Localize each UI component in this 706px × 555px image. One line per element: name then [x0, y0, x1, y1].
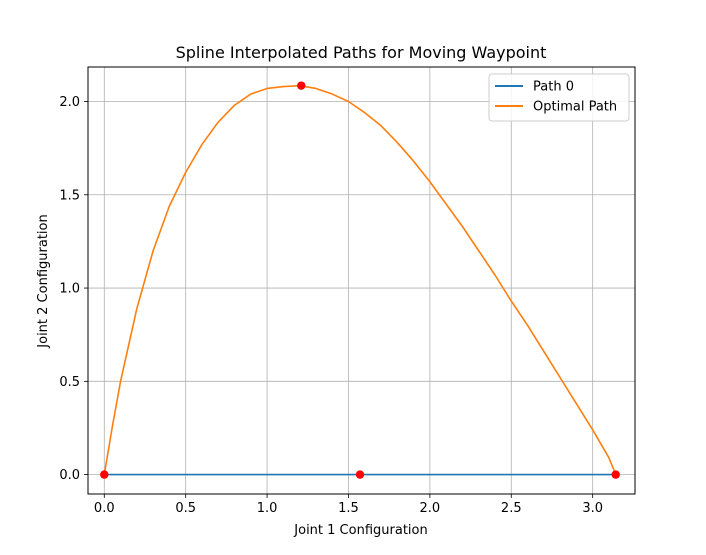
- x-tick-label: 2.0: [420, 501, 441, 516]
- y-tick-label: 0.5: [59, 375, 80, 390]
- x-axis-ticks: 0.0 0.5 1.0 1.5 2.0 2.5 3.0: [94, 494, 603, 516]
- y-tick-label: 1.5: [59, 188, 80, 203]
- y-axis-label: Joint 2 Configuration: [36, 214, 51, 348]
- waypoint-marker: [297, 81, 306, 90]
- series-line-optimal-path: [103, 84, 617, 475]
- x-tick-label: 1.5: [338, 501, 359, 516]
- y-axis-ticks: 0.0 0.5 1.0 1.5 2.0: [59, 95, 88, 483]
- legend-label-path-0: Path 0: [533, 80, 574, 95]
- legend: Path 0 Optimal Path: [488, 73, 630, 122]
- chart-title: Spline Interpolated Paths for Moving Way…: [176, 43, 547, 62]
- waypoint-markers: [100, 81, 620, 479]
- x-tick-label: 0.0: [94, 501, 115, 516]
- y-tick-label: 0.0: [59, 468, 80, 483]
- x-axis-label: Joint 1 Configuration: [293, 523, 427, 538]
- x-tick-label: 1.0: [257, 501, 278, 516]
- x-tick-label: 2.5: [501, 501, 522, 516]
- waypoint-marker: [611, 470, 620, 479]
- y-tick-label: 1.0: [59, 282, 80, 297]
- x-tick-label: 3.0: [582, 501, 603, 516]
- waypoint-marker: [355, 470, 365, 479]
- legend-label-optimal-path: Optimal Path: [533, 100, 617, 115]
- x-tick-label: 0.5: [175, 501, 196, 516]
- legend-box: [488, 73, 630, 122]
- y-tick-label: 2.0: [59, 95, 80, 110]
- waypoint-marker: [100, 470, 109, 479]
- plot-area-frame: [87, 66, 636, 495]
